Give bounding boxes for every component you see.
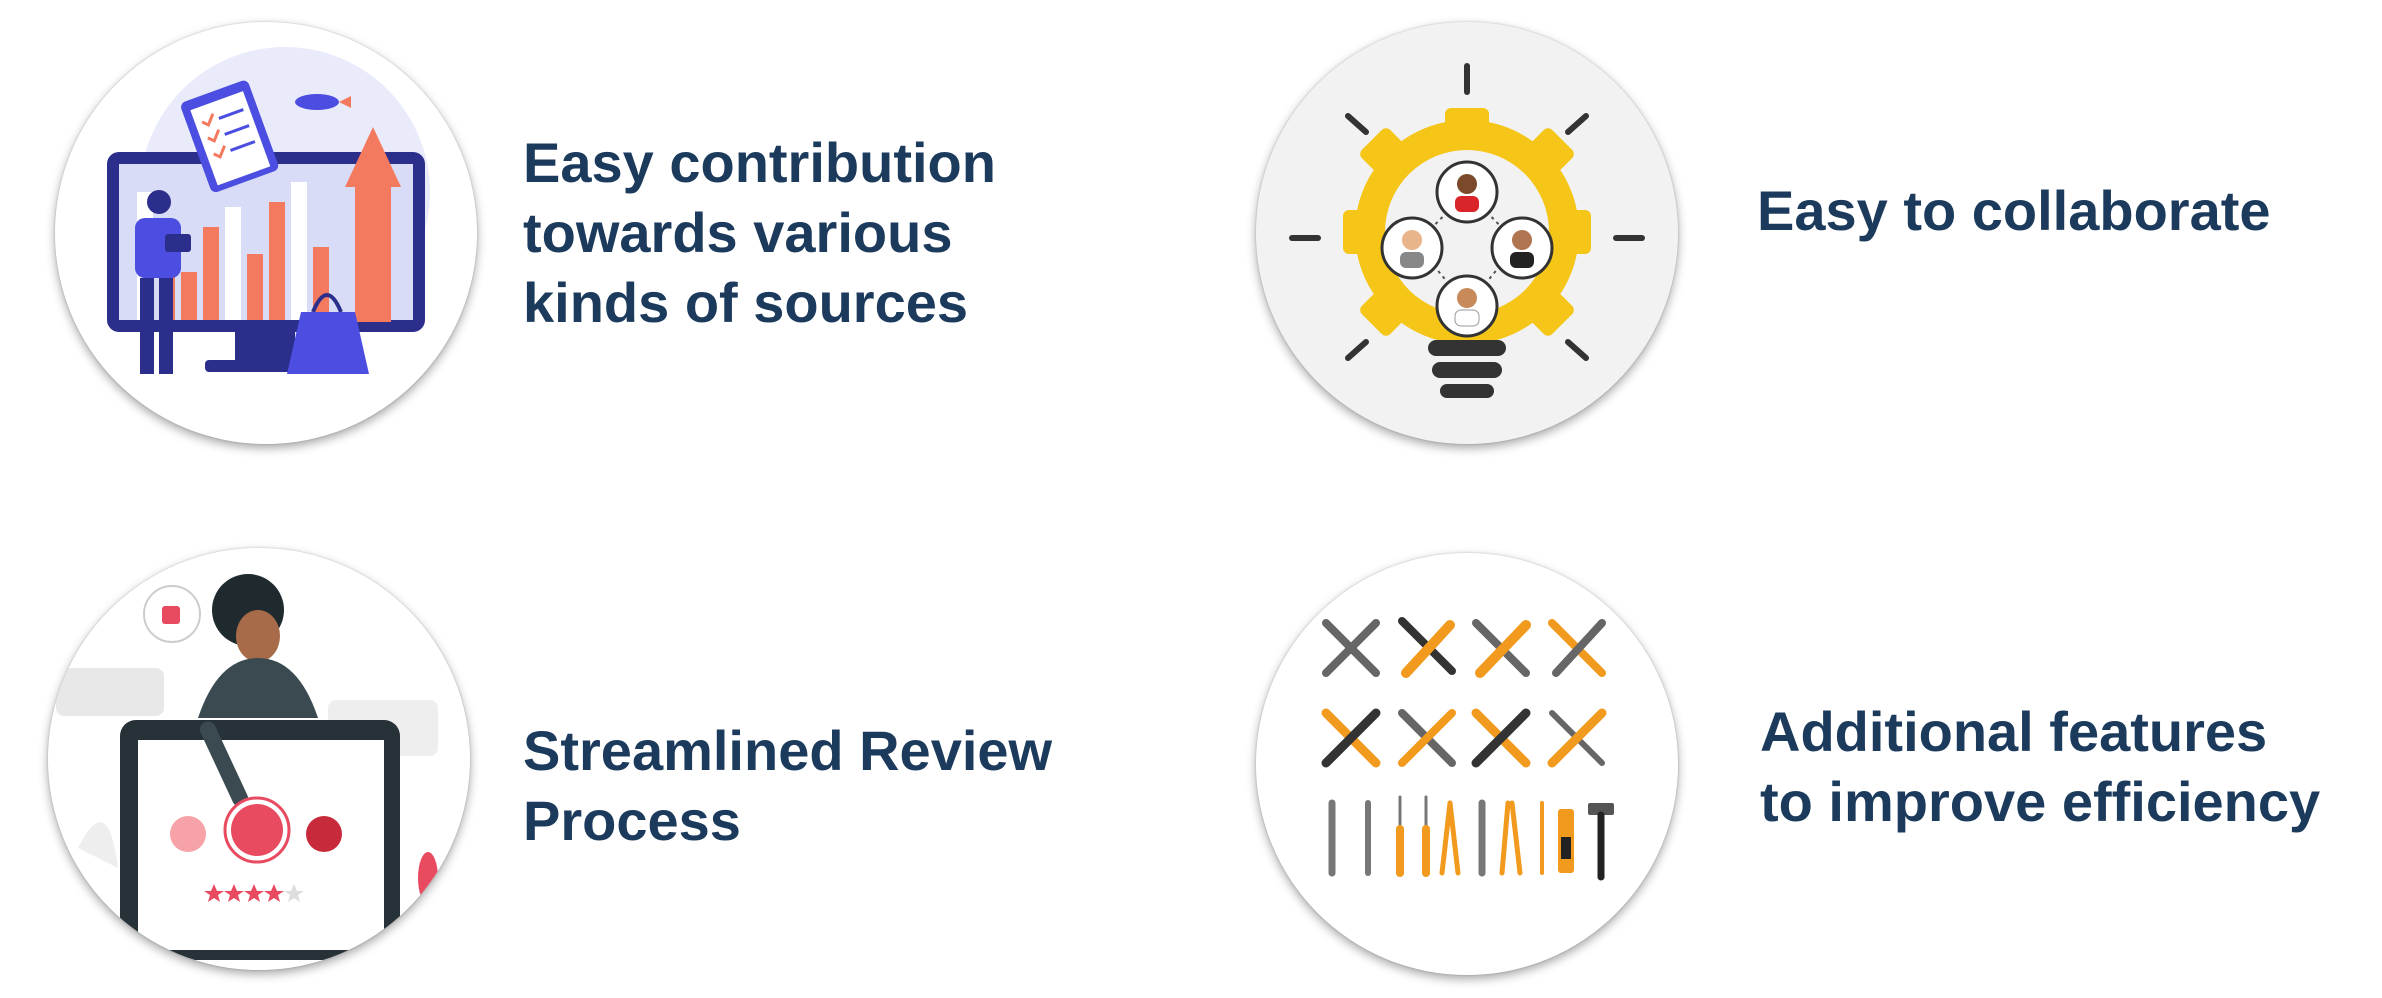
feature-title-review: Streamlined Review Process — [523, 719, 1053, 852]
team-lightbulb-icon — [1256, 22, 1678, 444]
feature-image-collaborate — [1256, 22, 1678, 444]
tools-icon — [1256, 553, 1678, 975]
analytics-illustration-icon — [55, 22, 477, 444]
feature-image-efficiency — [1256, 553, 1678, 975]
feature-title-efficiency: Additional features to improve efficienc… — [1760, 700, 2321, 833]
feature-image-contribution — [55, 22, 477, 444]
review-rating-illustration-icon — [48, 548, 470, 970]
feature-image-review — [48, 548, 470, 970]
feature-title-collaborate: Easy to collaborate — [1757, 179, 2271, 242]
feature-title-contribution: Easy contribution towards various kinds … — [523, 131, 996, 334]
